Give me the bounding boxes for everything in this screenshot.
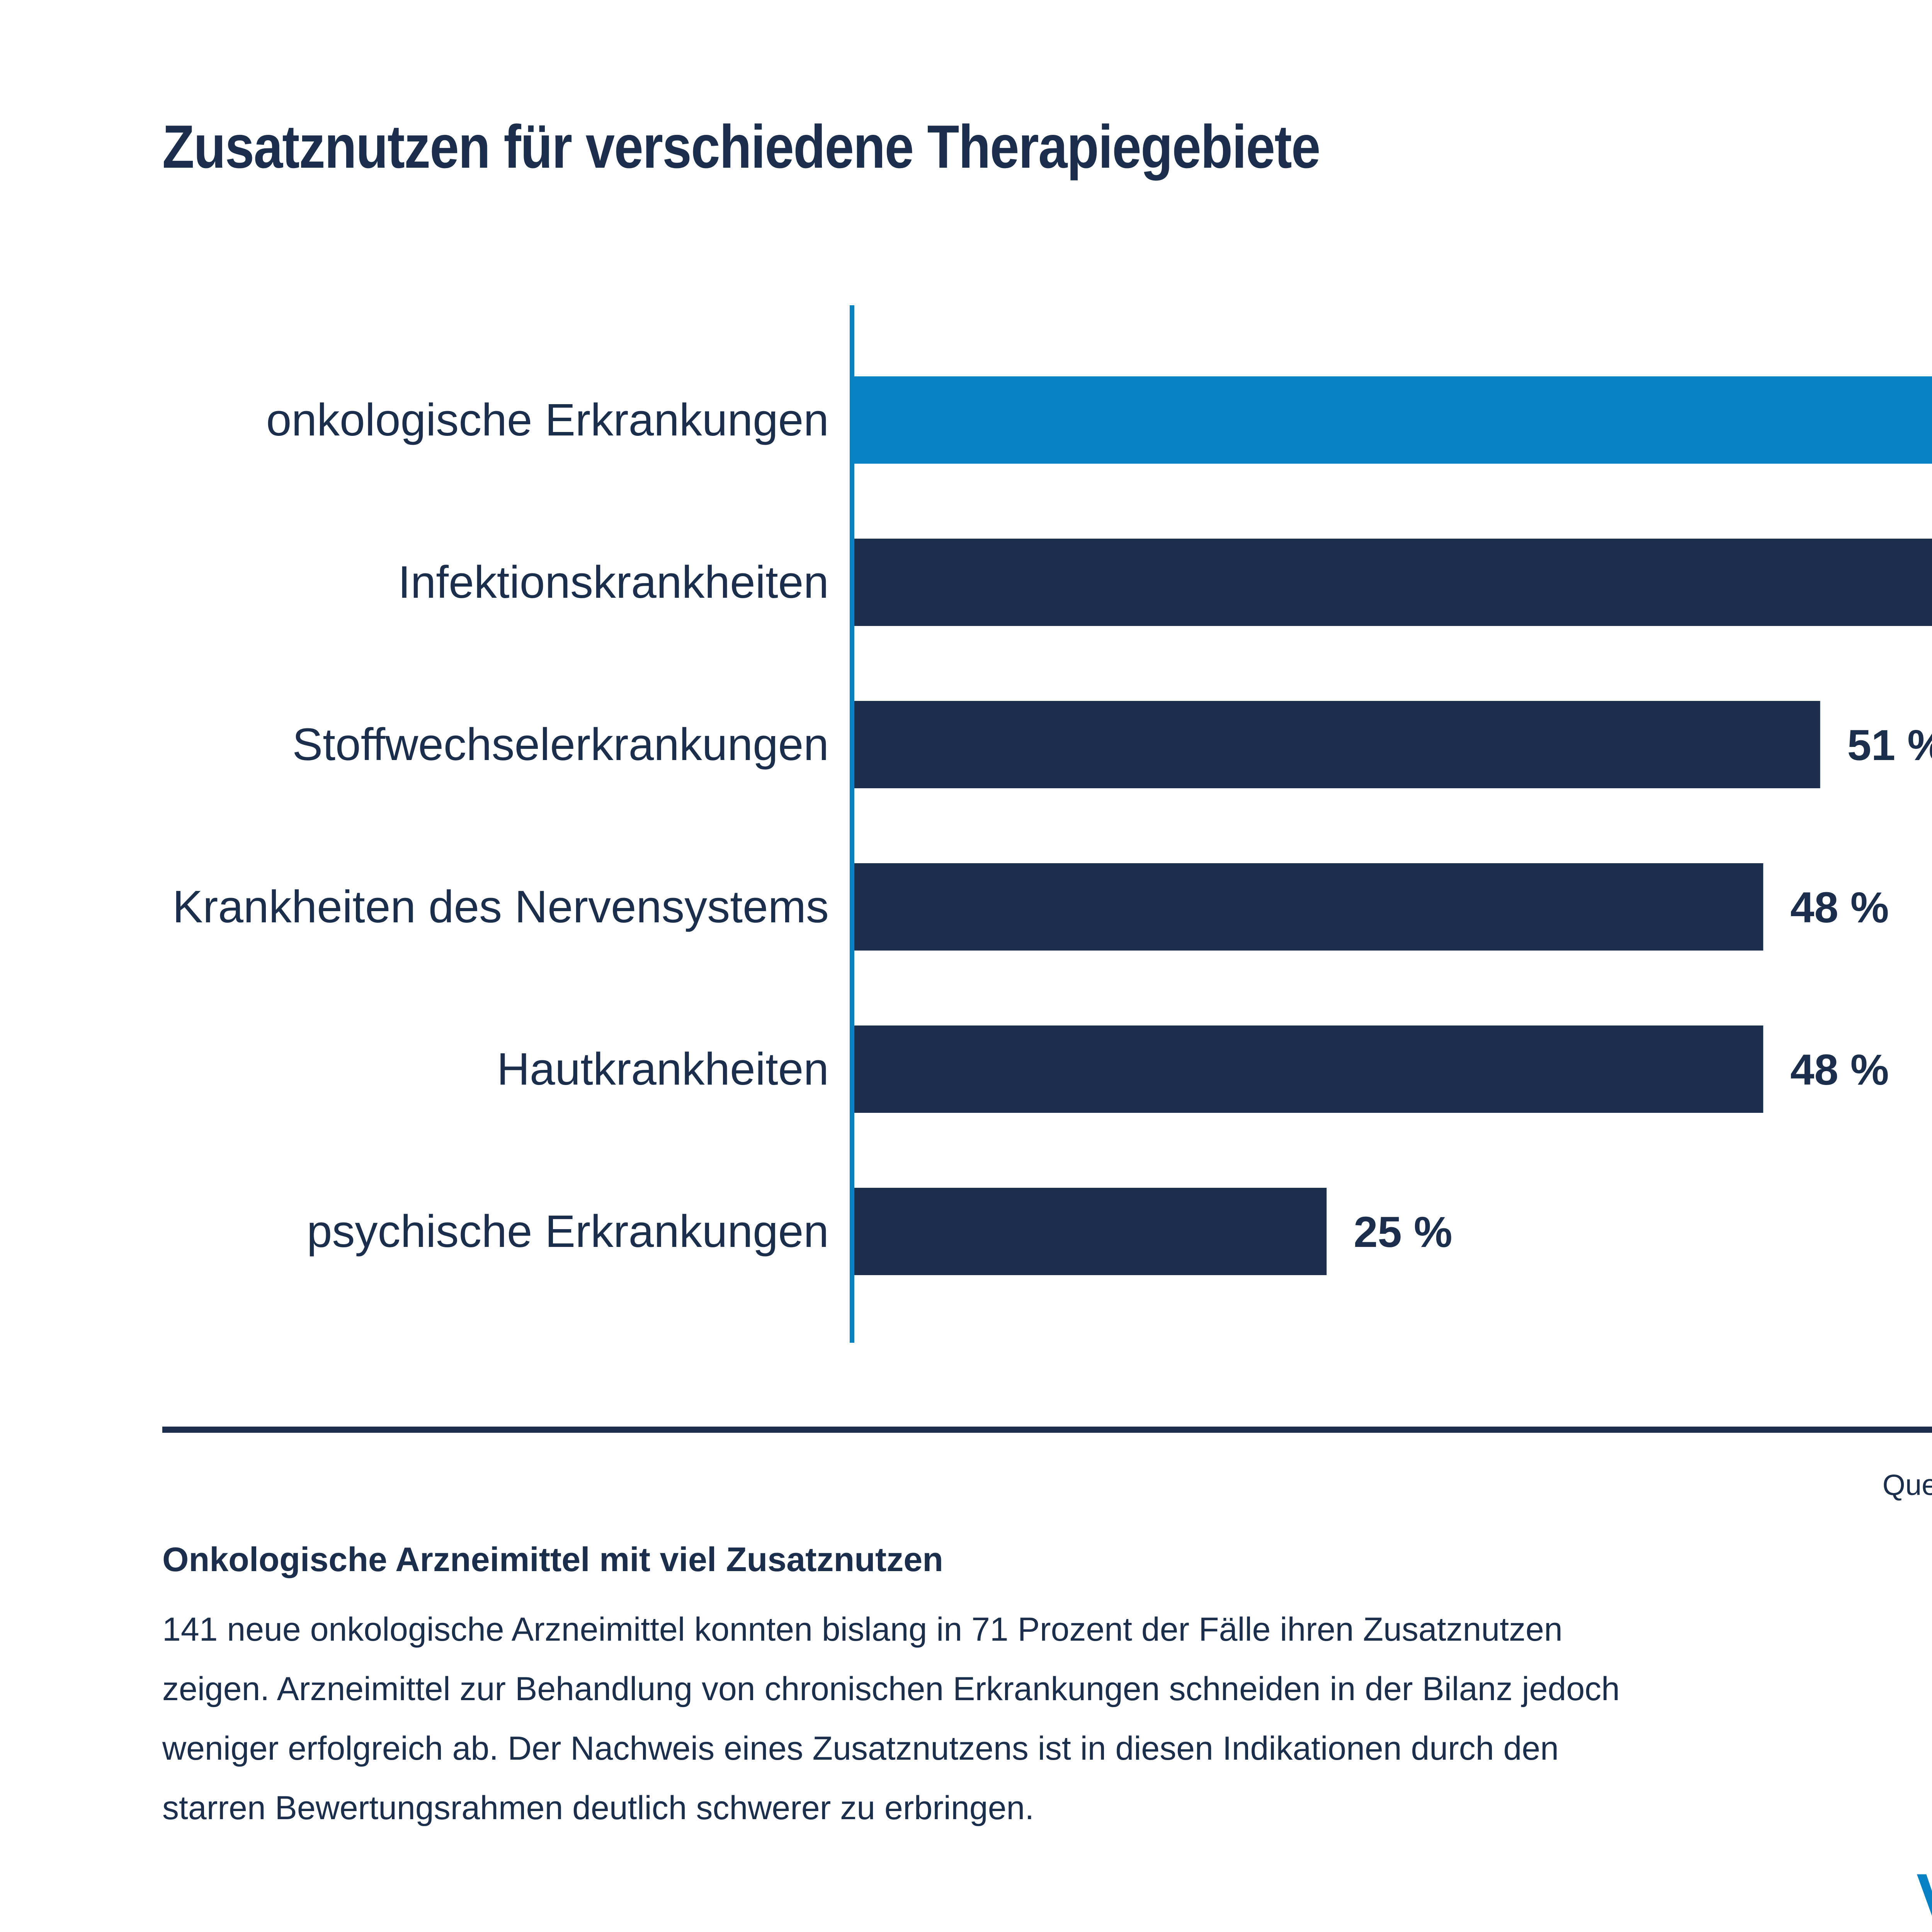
value-label: 48 % (1790, 883, 1889, 932)
chart-title: Zusatznutzen für verschiedene Therapiege… (162, 113, 1320, 181)
value-label: 48 % (1790, 1046, 1889, 1094)
description-line: starren Bewertungsrahmen deutlich schwer… (162, 1789, 1034, 1827)
description-heading: Onkologische Arzneimittel mit viel Zusat… (162, 1540, 944, 1578)
description-line: 141 neue onkologische Arzneimittel konnt… (162, 1611, 1563, 1648)
bar-5 (852, 1188, 1327, 1275)
bar-4 (852, 1026, 1764, 1113)
bar-3 (852, 863, 1764, 951)
category-label: onkologische Erkrankungen (266, 395, 829, 446)
bar-chart: onkologische Erkrankungen71 %Infektionsk… (172, 305, 1932, 1343)
category-label: Hautkrankheiten (497, 1044, 829, 1095)
value-label: 25 % (1354, 1208, 1452, 1256)
category-label: Stoffwechselerkrankungen (293, 719, 829, 770)
bars-layer: onkologische Erkrankungen71 %Infektionsk… (172, 376, 1932, 1275)
value-label: 51 % (1847, 721, 1932, 769)
category-label: Krankheiten des Nervensystems (172, 881, 829, 932)
category-label: psychische Erkrankungen (307, 1206, 829, 1257)
description-line: zeigen. Arzneimittel zur Behandlung von … (162, 1670, 1620, 1708)
vfa-logo: vfa. Die forschenden Pharma-Unternehmen (1917, 1843, 1932, 1932)
source-note: Quelle: vfa AMNOG-Verfahrensdatenbank (1882, 1469, 1932, 1502)
bar-0 (852, 376, 1932, 464)
bar-1 (852, 539, 1932, 626)
category-label: Infektionskrankheiten (398, 557, 829, 608)
bar-2 (852, 701, 1820, 788)
description-text: 141 neue onkologische Arzneimittel konnt… (162, 1600, 1932, 1838)
description-line: weniger erfolgreich ab. Der Nachweis ein… (162, 1730, 1559, 1767)
vfa-logo-mark: vfa. (1917, 1843, 1932, 1932)
divider-rule (162, 1427, 1932, 1433)
